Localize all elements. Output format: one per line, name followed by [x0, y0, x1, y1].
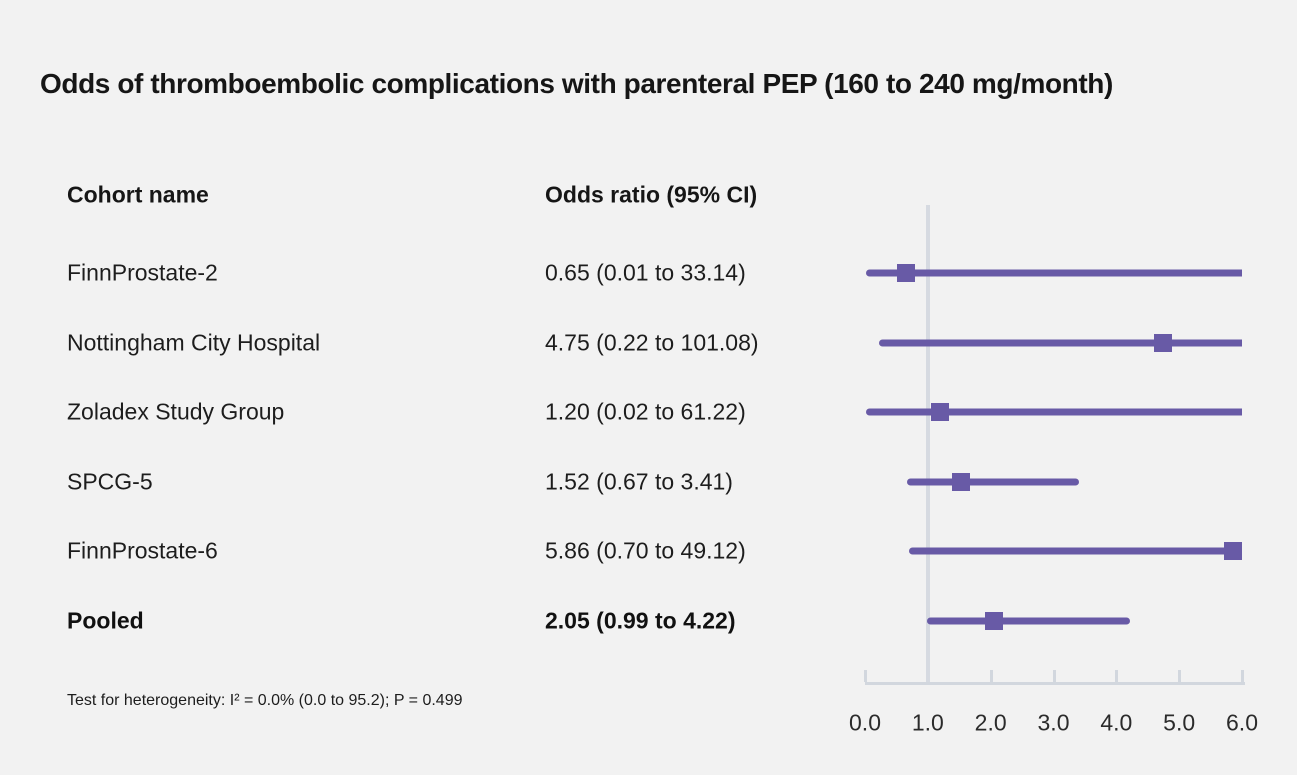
cohort-name: Pooled — [67, 607, 144, 634]
odds-ratio-value: 1.20 (0.02 to 61.22) — [545, 398, 746, 425]
odds-ratio-marker — [896, 264, 915, 282]
axis-tick-label: 1.0 — [911, 709, 944, 736]
axis-tick-label: 3.0 — [1037, 709, 1070, 736]
column-header-cohort-name: Cohort name — [67, 181, 209, 208]
cohort-name: SPCG-5 — [67, 468, 153, 495]
odds-ratio-marker — [1154, 333, 1173, 352]
cohort-name: FinnProstate-2 — [67, 259, 218, 286]
odds-ratio-marker — [951, 472, 970, 491]
axis-tick-label: 6.0 — [1226, 709, 1258, 736]
figure-title: Odds of thromboembolic complications wit… — [40, 68, 1113, 99]
confidence-interval-line — [927, 617, 1131, 625]
cohort-name: FinnProstate-6 — [67, 537, 218, 564]
axis-baseline — [865, 682, 1245, 685]
axis-tick — [1178, 670, 1182, 682]
axis-tick-label: 2.0 — [974, 709, 1007, 736]
confidence-interval-line — [908, 547, 1242, 555]
axis-tick — [1115, 670, 1119, 682]
odds-ratio-marker — [1224, 542, 1243, 561]
heterogeneity-footnote: Test for heterogeneity: I² = 0.0% (0.0 t… — [67, 692, 463, 709]
axis-tick — [1241, 670, 1244, 682]
odds-ratio-value: 1.52 (0.67 to 3.41) — [545, 468, 733, 495]
cohort-name: Zoladex Study Group — [67, 398, 285, 425]
confidence-interval-line — [865, 269, 1242, 277]
axis-tick-label: 4.0 — [1100, 709, 1133, 736]
odds-ratio-value: 2.05 (0.99 to 4.22) — [545, 607, 736, 634]
odds-ratio-value: 0.65 (0.01 to 33.14) — [545, 259, 746, 286]
axis-tick-label: 0.0 — [849, 709, 881, 736]
axis-tick — [989, 670, 993, 682]
column-header-odds-ratio: Odds ratio (95% CI) — [545, 181, 758, 208]
odds-ratio-value: 4.75 (0.22 to 101.08) — [545, 329, 759, 356]
axis-tick — [1052, 670, 1056, 682]
axis-tick — [864, 670, 867, 682]
odds-ratio-marker — [984, 612, 1003, 630]
confidence-interval-line — [878, 339, 1242, 347]
confidence-interval-line — [907, 478, 1080, 486]
reference-line — [925, 205, 930, 685]
odds-ratio-marker — [931, 403, 950, 422]
odds-ratio-value: 5.86 (0.70 to 49.12) — [545, 537, 746, 564]
axis-tick-label: 5.0 — [1163, 709, 1196, 736]
cohort-name: Nottingham City Hospital — [67, 329, 321, 356]
confidence-interval-line — [866, 408, 1242, 416]
